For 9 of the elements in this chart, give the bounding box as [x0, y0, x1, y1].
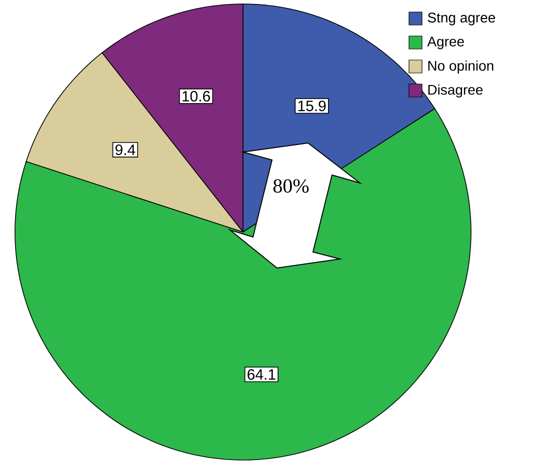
legend-label: No opinion: [428, 60, 494, 74]
data-label: 10.6: [182, 90, 210, 102]
legend-label: Agree: [427, 36, 464, 50]
text: 80%: [273, 179, 309, 193]
legend-label: Stng agree: [428, 12, 496, 26]
legend-label: Disagree: [428, 84, 483, 98]
data-label: 15.9: [298, 100, 326, 112]
data-label: 9.4: [116, 144, 136, 156]
data-label: 64.1: [248, 369, 276, 380]
